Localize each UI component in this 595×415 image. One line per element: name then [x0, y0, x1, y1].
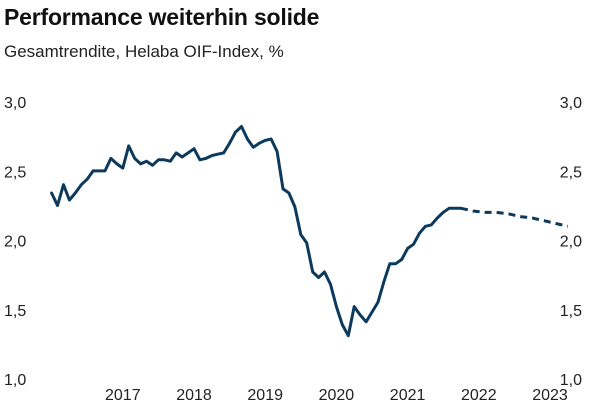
x-tick: 2023 [532, 387, 568, 404]
index-line [50, 125, 463, 338]
x-tick: 2021 [390, 387, 426, 404]
x-axis: 2017 2018 2019 2020 2021 2022 2023 [105, 387, 568, 404]
x-tick: 2019 [247, 387, 283, 404]
chart-subtitle: Gesamtrendite, Helaba OIF-Index, % [4, 42, 284, 61]
y-axis-right: 1,0 1,5 2,0 2,5 3,0 [560, 95, 582, 389]
y-tick-right: 1,5 [560, 303, 582, 320]
y-axis-left: 1,0 1,5 2,0 2,5 3,0 [4, 95, 26, 389]
forecast-line [460, 206, 569, 228]
y-tick-left: 2,0 [4, 234, 26, 251]
x-tick: 2017 [105, 387, 141, 404]
y-tick-right: 2,0 [560, 234, 582, 251]
chart-title: Performance weiterhin solide [4, 4, 320, 30]
y-tick-right: 1,0 [560, 372, 582, 389]
x-tick: 2018 [176, 387, 212, 404]
y-tick-left: 1,5 [4, 303, 26, 320]
y-tick-right: 2,5 [560, 164, 582, 181]
x-tick: 2020 [319, 387, 355, 404]
y-tick-right: 3,0 [560, 95, 582, 112]
y-tick-left: 1,0 [4, 372, 26, 389]
y-tick-left: 2,5 [4, 164, 26, 181]
series-lines [50, 125, 569, 338]
y-tick-left: 3,0 [4, 95, 26, 112]
x-tick: 2022 [461, 387, 497, 404]
